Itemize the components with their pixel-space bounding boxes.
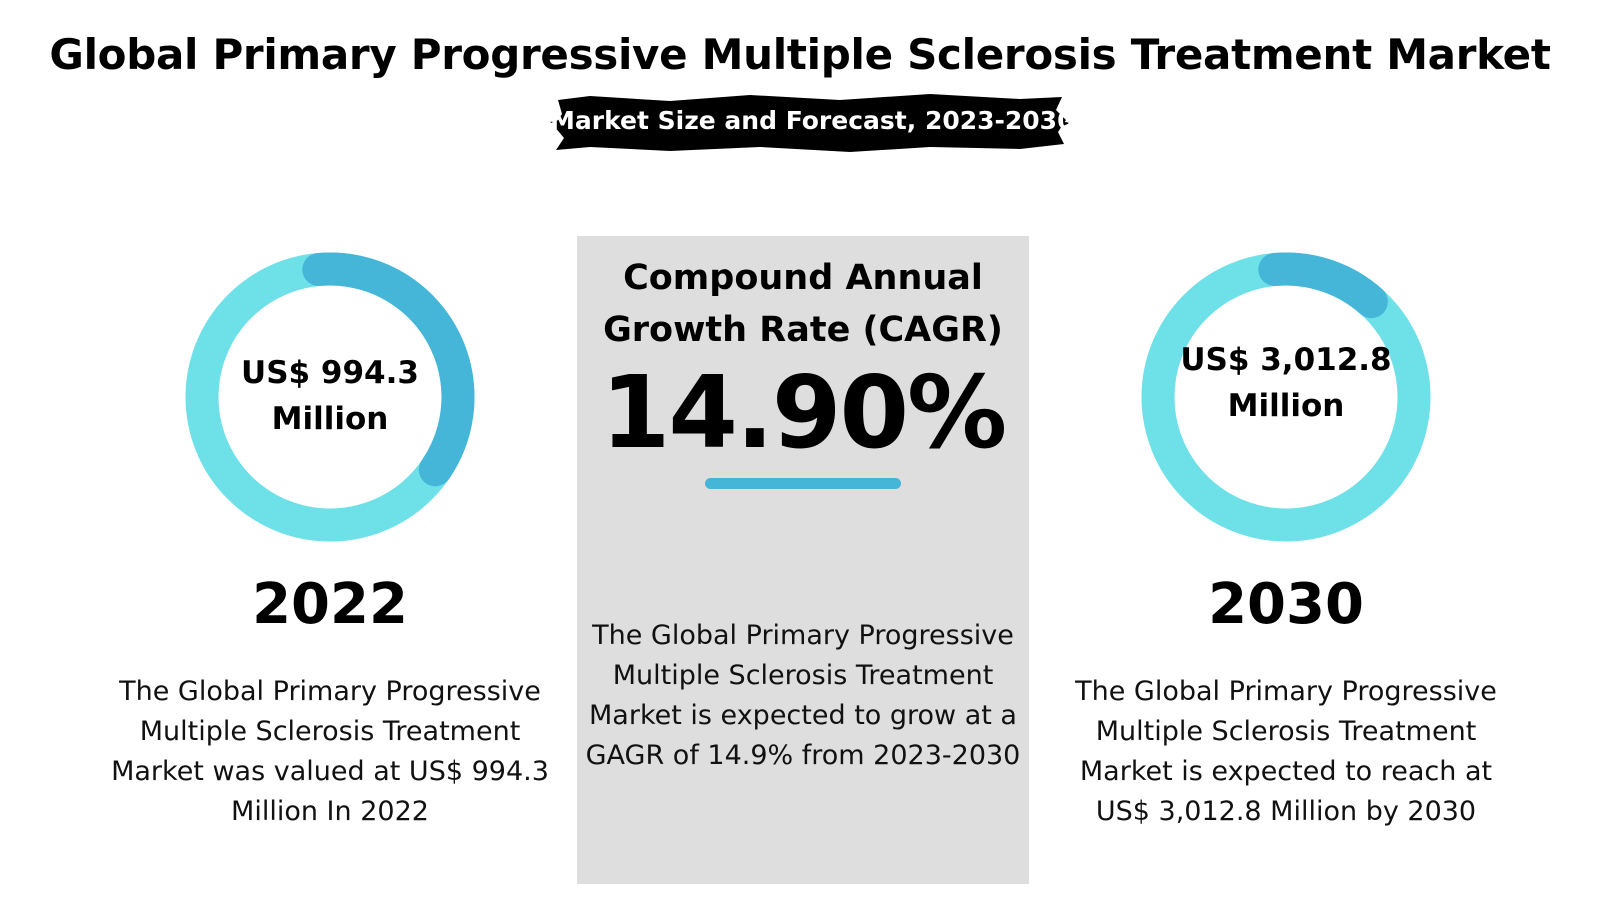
donut-2030: US$ 3,012.8 Million xyxy=(1141,252,1431,542)
donut-ring-2022 xyxy=(185,252,475,542)
subtitle-banner: Market Size and Forecast, 2023-2030 xyxy=(550,92,1075,154)
value-2022-line1: US$ 994.3 xyxy=(241,355,419,391)
year-2022: 2022 xyxy=(252,572,408,637)
cagr-accent-bar xyxy=(705,478,901,489)
description-2022: The Global Primary Progressive Multiple … xyxy=(111,676,549,827)
description-2030: The Global Primary Progressive Multiple … xyxy=(1075,676,1497,827)
cagr-description: The Global Primary Progressive Multiple … xyxy=(585,620,1021,771)
value-2022-line2: Million xyxy=(271,401,389,437)
year-2030: 2030 xyxy=(1208,572,1364,637)
donut-ring-2030 xyxy=(1141,252,1431,542)
value-2030-line2: Million xyxy=(1227,388,1345,424)
cagr-heading: Compound Annual Growth Rate (CAGR) xyxy=(603,258,1003,350)
cagr-value: 14.90% xyxy=(600,354,1008,471)
ring-progress xyxy=(1141,252,1431,542)
cagr-panel: Compound Annual Growth Rate (CAGR) 14.90… xyxy=(577,236,1029,884)
ring-progress xyxy=(185,252,475,542)
page-title: Global Primary Progressive Multiple Scle… xyxy=(49,30,1551,79)
page-subtitle: Market Size and Forecast, 2023-2030 xyxy=(550,106,1075,135)
donut-2022: US$ 994.3 Million xyxy=(185,252,475,542)
brush-stroke-background xyxy=(550,94,1070,152)
value-2030-line1: US$ 3,012.8 xyxy=(1180,342,1392,378)
